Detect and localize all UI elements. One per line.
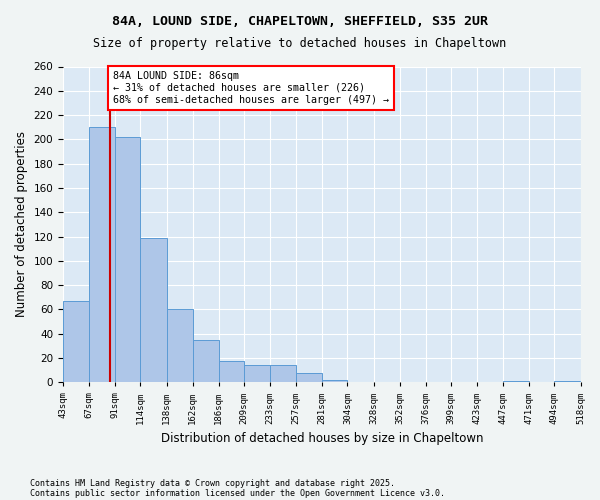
Bar — [244, 366, 270, 382]
Bar — [193, 340, 219, 382]
Bar — [63, 301, 89, 382]
Text: 84A LOUND SIDE: 86sqm
← 31% of detached houses are smaller (226)
68% of semi-det: 84A LOUND SIDE: 86sqm ← 31% of detached … — [113, 72, 389, 104]
Bar — [503, 381, 529, 382]
Text: 84A, LOUND SIDE, CHAPELTOWN, SHEFFIELD, S35 2UR: 84A, LOUND SIDE, CHAPELTOWN, SHEFFIELD, … — [112, 15, 488, 28]
Bar — [89, 127, 115, 382]
Bar — [296, 372, 322, 382]
Text: Contains HM Land Registry data © Crown copyright and database right 2025.: Contains HM Land Registry data © Crown c… — [30, 478, 395, 488]
Bar — [167, 310, 193, 382]
Y-axis label: Number of detached properties: Number of detached properties — [15, 132, 28, 318]
Text: Size of property relative to detached houses in Chapeltown: Size of property relative to detached ho… — [94, 38, 506, 51]
Bar — [140, 238, 167, 382]
X-axis label: Distribution of detached houses by size in Chapeltown: Distribution of detached houses by size … — [161, 432, 483, 445]
Bar — [270, 366, 296, 382]
Bar — [322, 380, 347, 382]
Text: Contains public sector information licensed under the Open Government Licence v3: Contains public sector information licen… — [30, 488, 445, 498]
Bar — [115, 137, 140, 382]
Bar — [554, 381, 580, 382]
Bar — [219, 360, 244, 382]
